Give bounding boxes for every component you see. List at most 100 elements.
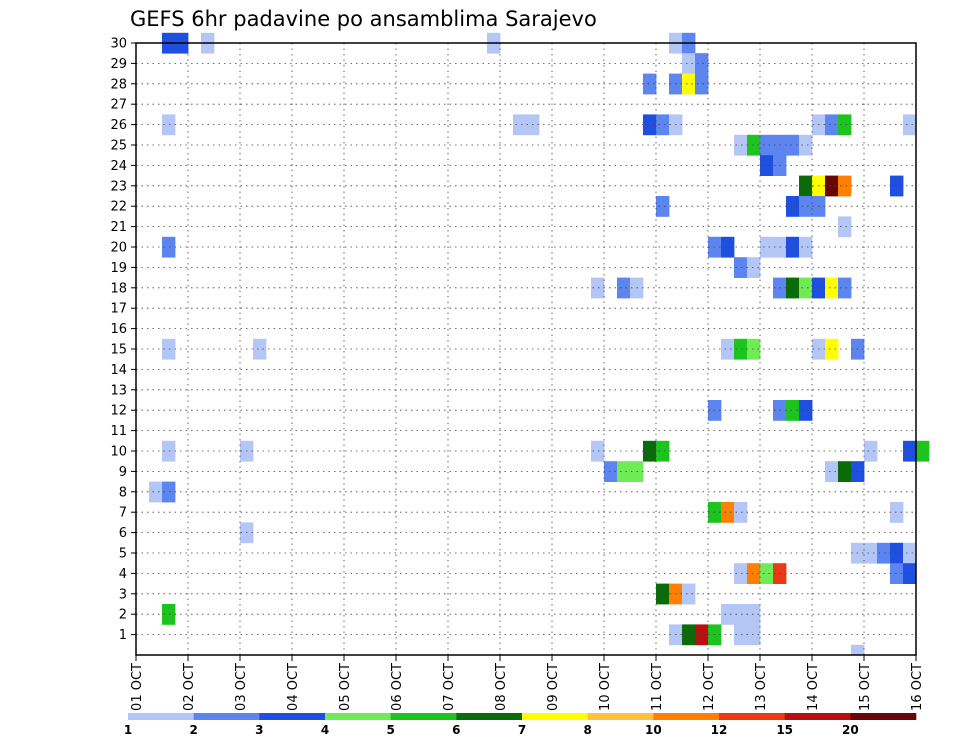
data-cell: [851, 644, 865, 656]
data-cell: [682, 53, 696, 74]
y-tick-label: 6: [119, 526, 127, 541]
data-cell: [760, 155, 774, 176]
data-cell: [786, 134, 800, 156]
colorbar-swatch: [259, 713, 326, 720]
data-cell: [747, 338, 761, 360]
data-cell: [253, 338, 267, 360]
data-cell: [734, 502, 748, 523]
colorbar-label: 8: [583, 723, 591, 737]
colorbar-swatch: [456, 713, 523, 720]
colorbar-swatch: [850, 713, 917, 720]
data-cell: [513, 114, 527, 136]
data-cell: [721, 236, 735, 258]
data-cell: [825, 461, 839, 482]
data-cells: [149, 32, 930, 656]
data-cell: [799, 175, 813, 197]
data-cell: [695, 73, 709, 95]
data-cell: [149, 481, 163, 503]
data-cell: [656, 583, 670, 605]
x-tick-label: 12 OCT: [702, 663, 717, 711]
colorbar-label: 15: [776, 723, 793, 737]
data-cell: [734, 134, 748, 156]
colorbar-swatch: [390, 713, 457, 720]
data-cell: [643, 73, 657, 95]
y-tick-label: 16: [110, 322, 127, 337]
data-cell: [799, 134, 813, 156]
grid-lines: [136, 42, 916, 655]
colorbar-swatch: [128, 713, 194, 720]
x-tick-label: 04 OCT: [286, 663, 301, 711]
data-cell: [695, 53, 709, 74]
data-cell: [591, 277, 605, 299]
data-cell: [604, 461, 618, 482]
y-tick-label: 11: [110, 424, 127, 439]
data-cell: [916, 440, 930, 462]
data-cell: [162, 236, 176, 258]
data-cell: [747, 134, 761, 156]
y-tick-label: 12: [110, 404, 127, 419]
data-cell: [162, 440, 176, 462]
data-cell: [786, 277, 800, 299]
data-cell: [721, 604, 735, 625]
data-cell: [903, 563, 917, 584]
data-cell: [643, 114, 657, 136]
y-tick-label: 20: [110, 241, 127, 256]
data-cell: [734, 257, 748, 278]
y-tick-label: 21: [110, 220, 127, 235]
data-cell: [799, 277, 813, 299]
data-cell: [162, 338, 176, 360]
x-tick-label: 06 OCT: [390, 663, 405, 711]
data-cell: [825, 114, 839, 136]
data-cell: [721, 502, 735, 523]
x-tick-label: 09 OCT: [546, 663, 561, 711]
y-tick-label: 1: [119, 628, 127, 643]
y-tick-label: 14: [110, 363, 127, 378]
data-cell: [903, 114, 917, 136]
data-cell: [695, 624, 709, 646]
data-cell: [825, 175, 839, 197]
x-tick-label: 02 OCT: [182, 663, 197, 711]
y-tick-label: 22: [110, 200, 127, 215]
colorbar-label: 2: [189, 723, 197, 737]
x-tick-label: 08 OCT: [494, 663, 509, 711]
colorbar-swatch: [522, 713, 588, 720]
colorbar-label: 4: [321, 723, 329, 737]
colorbar-label: 12: [711, 723, 728, 737]
data-cell: [591, 440, 605, 462]
data-cell: [838, 461, 852, 482]
data-cell: [799, 196, 813, 217]
x-tick-label: 15 OCT: [858, 663, 873, 711]
data-cell: [786, 196, 800, 217]
y-tick-label: 18: [110, 281, 127, 296]
data-cell: [734, 604, 748, 625]
colorbar-swatch: [719, 713, 785, 720]
colorbar-legend: 1 2 3 4 5 6 7 8 10 12 15 20: [124, 713, 917, 737]
y-tick-label: 9: [119, 465, 127, 480]
data-cell: [682, 73, 696, 95]
colorbar-swatch: [325, 713, 391, 720]
data-cell: [162, 604, 176, 625]
y-tick-label: 13: [110, 383, 127, 398]
colorbar-swatch: [193, 713, 260, 720]
y-tick-label: 24: [110, 159, 127, 174]
colorbar-swatch: [653, 713, 720, 720]
data-cell: [656, 440, 670, 462]
data-cell: [825, 338, 839, 360]
y-tick-label: 28: [110, 77, 127, 92]
y-tick-label: 8: [119, 485, 127, 500]
colorbar-label: 5: [386, 723, 394, 737]
y-tick-label: 27: [110, 98, 127, 113]
data-cell: [890, 502, 904, 523]
data-cell: [786, 400, 800, 421]
data-cell: [799, 400, 813, 421]
data-cell: [877, 542, 891, 564]
x-tick-label: 03 OCT: [234, 663, 249, 711]
y-tick-label: 15: [110, 343, 127, 358]
data-cell: [682, 624, 696, 646]
y-tick-label: 7: [119, 506, 127, 521]
chart-title: GEFS 6hr padavine po ansamblima Sarajevo: [130, 7, 597, 31]
data-cell: [162, 114, 176, 136]
y-tick-label: 26: [110, 118, 127, 133]
data-cell: [721, 338, 735, 360]
